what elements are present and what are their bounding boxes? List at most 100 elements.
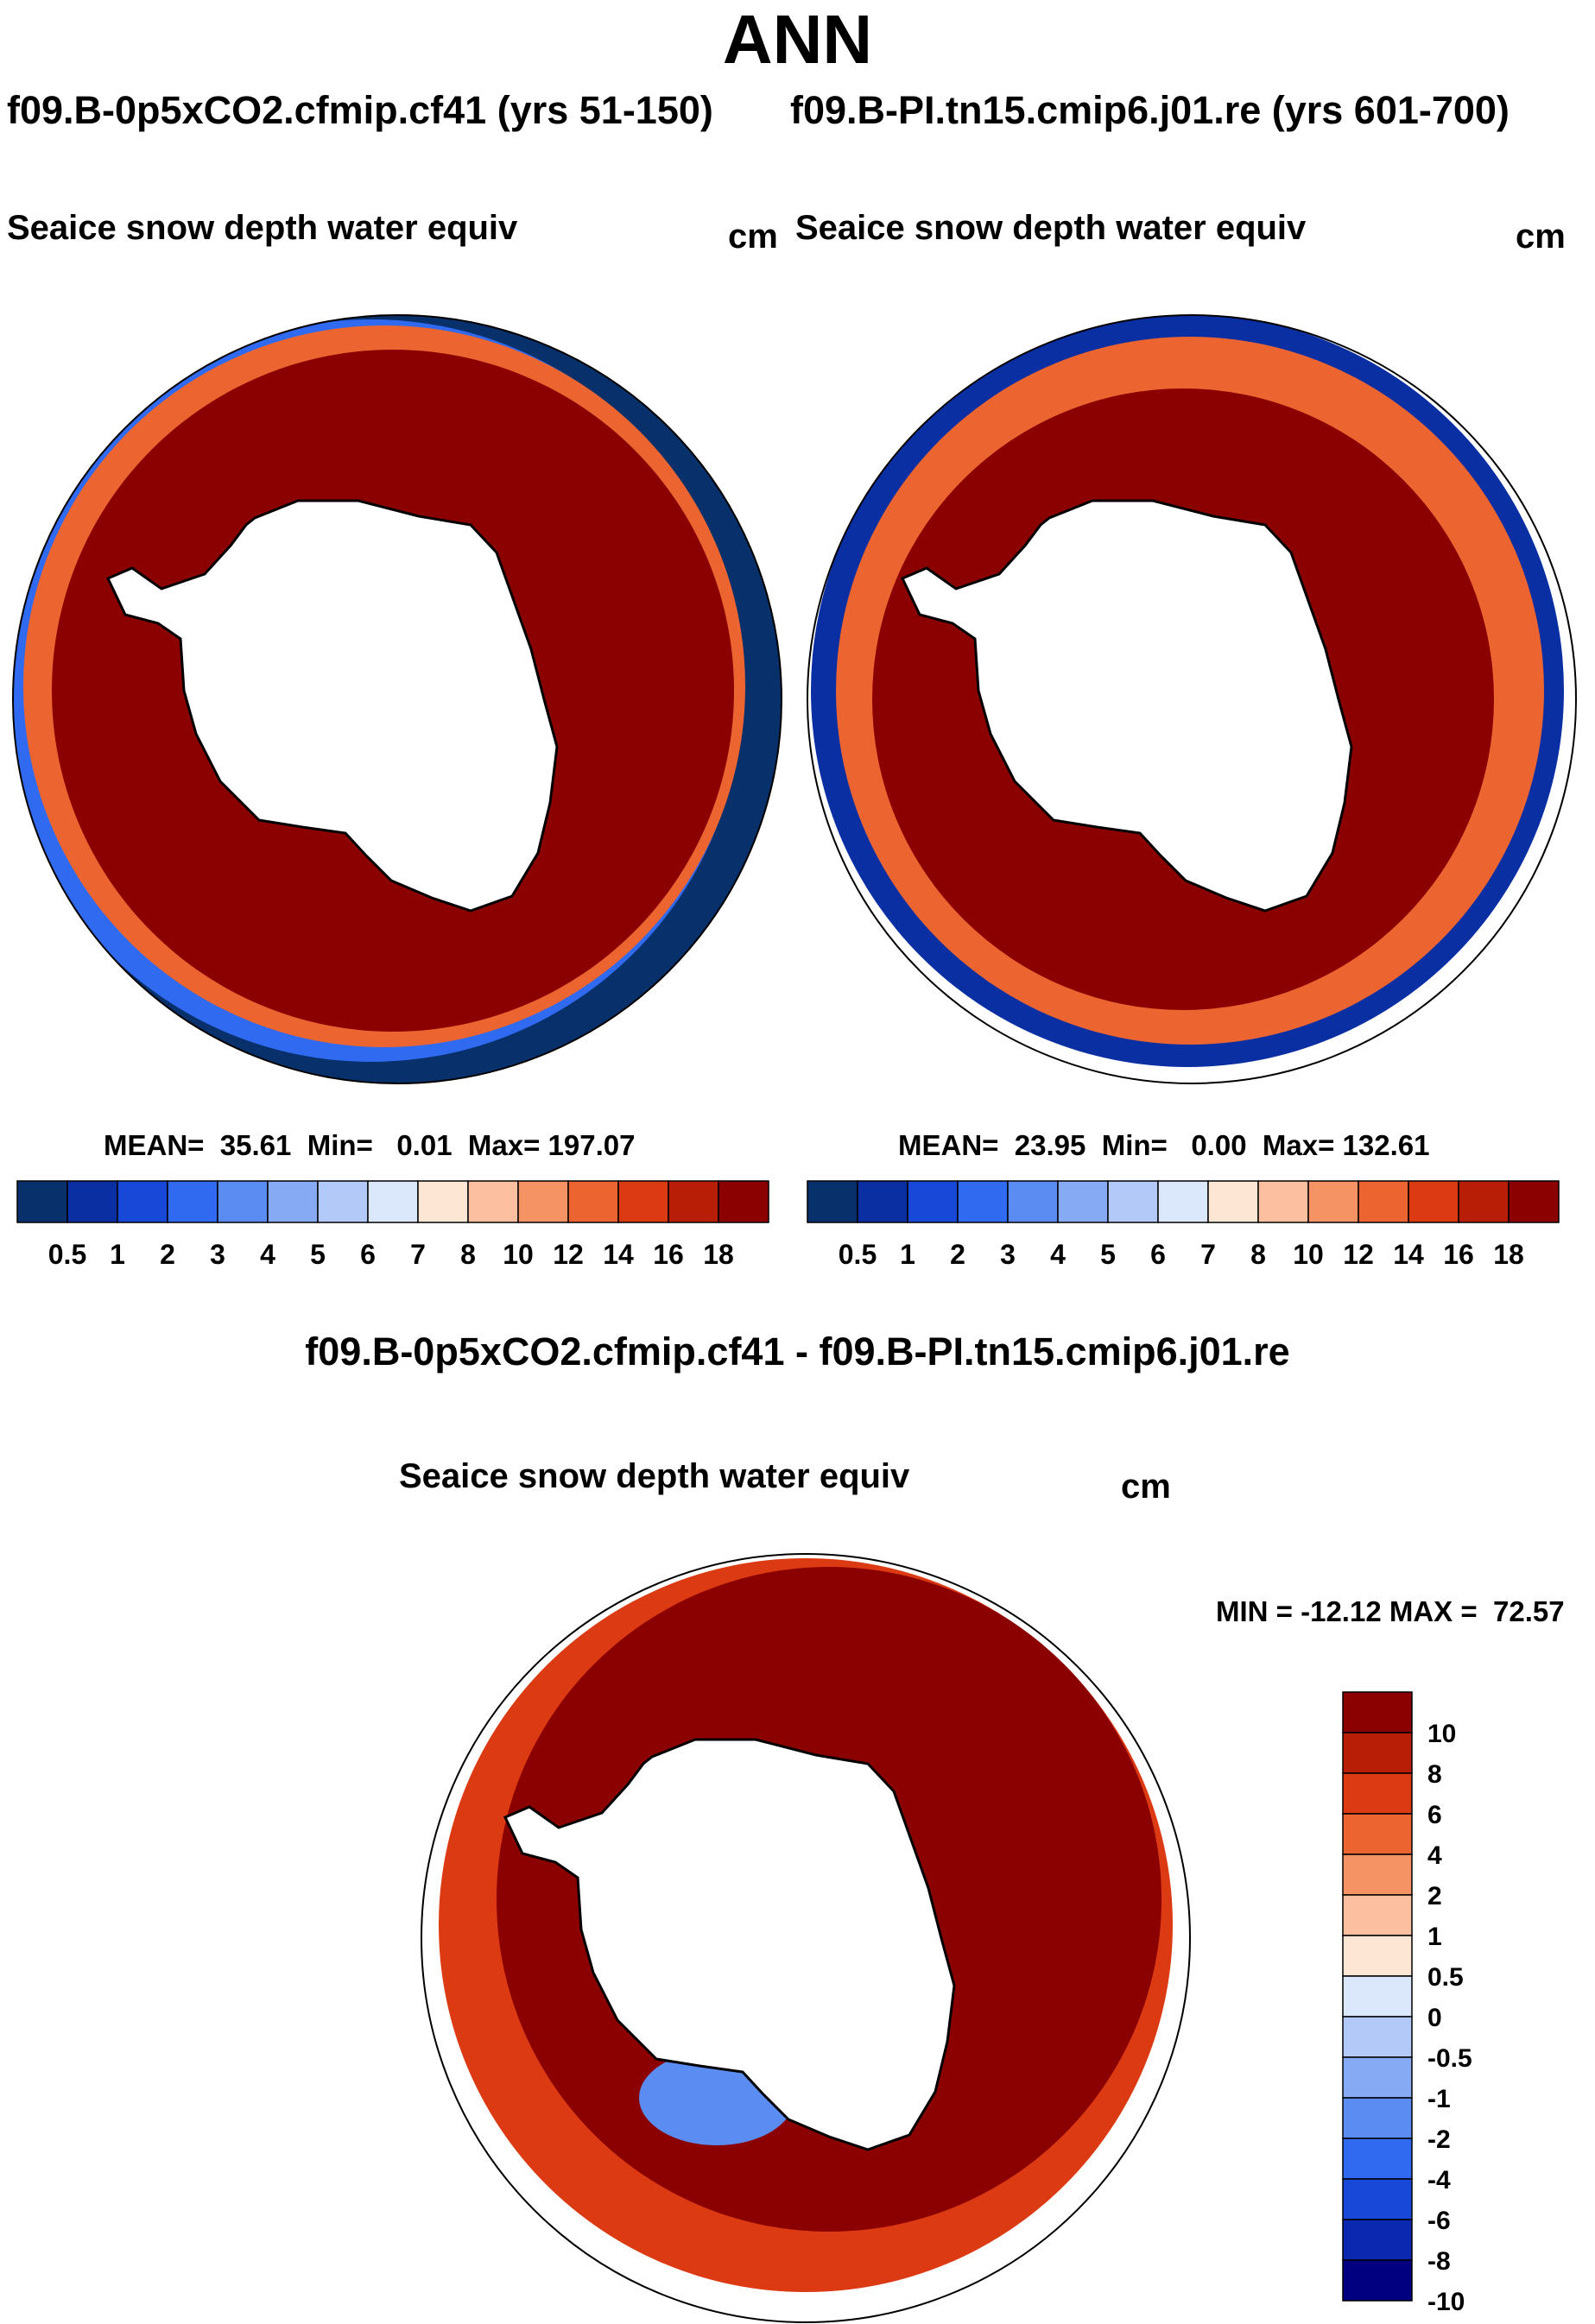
panel1-colorbar-tick-label: 12 xyxy=(553,1239,584,1270)
panel1-colorbar-swatch-14 xyxy=(718,1180,769,1223)
panel1-colorbar-swatch-10 xyxy=(517,1180,569,1223)
panel2-colorbar-swatch-11 xyxy=(1358,1180,1409,1223)
panel2-stats: MEAN= 23.95 Min= 0.00 Max= 132.61 xyxy=(898,1129,1429,1162)
panel2-colorbar-swatch-1 xyxy=(857,1180,908,1223)
panel1-stats: MEAN= 35.61 Min= 0.01 Max= 197.07 xyxy=(104,1129,635,1162)
panel1-min-label: Min= xyxy=(307,1129,373,1161)
panel2-colorbar-swatch-7 xyxy=(1157,1180,1209,1223)
panel1-colorbar-swatch-6 xyxy=(317,1180,369,1223)
panel3-colorbar-tick-label: 0.5 xyxy=(1427,1963,1464,1992)
panel3-colorbar-swatch-8 xyxy=(1342,2016,1413,2058)
difference-heading: f09.B-0p5xCO2.cfmip.cf41 - f09.B-PI.tn15… xyxy=(305,1329,1290,1374)
panel1-colorbar-swatch-9 xyxy=(467,1180,519,1223)
panel3-colorbar-tick-label: 10 xyxy=(1427,1720,1456,1748)
panel3-colorbar-tick-label: 4 xyxy=(1427,1841,1442,1870)
panel1-colorbar-swatch-0 xyxy=(16,1180,68,1223)
panel1-colorbar-swatch-2 xyxy=(117,1180,168,1223)
panel1-min-value: 0.01 xyxy=(396,1129,453,1161)
panel3-stats: MIN = -12.12 MAX = 72.57 xyxy=(1216,1595,1565,1628)
panel3-colorbar-swatch-14 xyxy=(1342,2259,1413,2302)
page-title: ANN xyxy=(722,1,873,78)
panel3-colorbar-tick-label: 1 xyxy=(1427,1923,1442,1951)
panel3-map xyxy=(421,1553,1191,2323)
panel1-colorbar-tick-label: 1 xyxy=(110,1239,125,1270)
panel1-colorbar-swatch-7 xyxy=(367,1180,419,1223)
panel2-colorbar-swatch-5 xyxy=(1057,1180,1109,1223)
panel3-min-value: -12.12 xyxy=(1301,1595,1382,1627)
panel2-colorbar-swatch-0 xyxy=(807,1180,858,1223)
case-a-heading: f09.B-0p5xCO2.cfmip.cf41 (yrs 51-150) xyxy=(7,88,713,132)
panel2-colorbar-tick-label: 14 xyxy=(1393,1239,1424,1270)
panel3-colorbar-swatch-0 xyxy=(1342,1691,1413,1734)
panel2-colorbar-swatch-13 xyxy=(1458,1180,1510,1223)
panel2-colorbar-tick-label: 4 xyxy=(1050,1239,1066,1270)
case-b-heading: f09.B-PI.tn15.cmip6.j01.re (yrs 601-700) xyxy=(790,88,1510,132)
panel2-units: cm xyxy=(1516,218,1566,256)
panel1-units: cm xyxy=(728,218,778,256)
panel3-colorbar-tick-label: -10 xyxy=(1427,2288,1465,2316)
panel2-mean-label: MEAN= xyxy=(898,1129,999,1161)
panel2-colorbar-swatch-10 xyxy=(1307,1180,1359,1223)
panel1-colorbar-tick-label: 2 xyxy=(160,1239,175,1270)
panel2-map xyxy=(807,314,1577,1084)
panel3-max-value: 72.57 xyxy=(1492,1595,1565,1627)
panel2-colorbar-swatch-14 xyxy=(1508,1180,1560,1223)
panel2-colorbar-swatch-9 xyxy=(1257,1180,1309,1223)
panel3-colorbar-swatch-11 xyxy=(1342,2138,1413,2180)
panel1-map-border xyxy=(12,314,782,1084)
panel2-mean-value: 23.95 xyxy=(1014,1129,1086,1161)
panel2-colorbar-swatch-12 xyxy=(1408,1180,1459,1223)
panel2-colorbar-swatch-4 xyxy=(1007,1180,1059,1223)
panel3-colorbar-swatch-7 xyxy=(1342,1975,1413,2018)
panel3-map-border xyxy=(421,1553,1191,2323)
panel2-min-value: 0.00 xyxy=(1191,1129,1247,1161)
panel3-colorbar: 10 8 6 4 2 1 0.5 0 -0.5 -1 -2 -4 -6 -8 -10 xyxy=(1342,1691,1472,2316)
panel1-title: Seaice snow depth water equiv xyxy=(7,209,518,247)
panel2-colorbar-swatch-3 xyxy=(957,1180,1009,1223)
panel2-colorbar-swatch-2 xyxy=(907,1180,959,1223)
panel1-colorbar-swatch-13 xyxy=(668,1180,719,1223)
panel3-title: Seaice snow depth water equiv xyxy=(399,1457,910,1495)
panel1-colorbar-swatch-3 xyxy=(167,1180,218,1223)
panel2-title: Seaice snow depth water equiv xyxy=(795,209,1307,247)
panel3-colorbar-tick-label: -2 xyxy=(1427,2125,1451,2154)
panel1-colorbar-swatch-12 xyxy=(617,1180,669,1223)
panel3-colorbar-swatch-12 xyxy=(1342,2178,1413,2220)
panel1-colorbar-tick-label: 3 xyxy=(210,1239,225,1270)
panel1-mean-value: 35.61 xyxy=(219,1129,292,1161)
panel1-colorbar-swatch-11 xyxy=(567,1180,619,1223)
panel2-max-value: 132.61 xyxy=(1342,1129,1430,1161)
panel2-colorbar-swatch-8 xyxy=(1207,1180,1259,1223)
panel2-colorbar-tick-label: 3 xyxy=(1000,1239,1016,1270)
panel3-colorbar-swatch-2 xyxy=(1342,1772,1413,1815)
panel3-colorbar-tick-label: -6 xyxy=(1427,2207,1451,2235)
panel1-mean-label: MEAN= xyxy=(104,1129,205,1161)
panel1-colorbar-tick-label: 14 xyxy=(603,1239,634,1270)
panel3-min-label: MIN = xyxy=(1216,1595,1293,1627)
panel2-colorbar: 0.5 1 2 3 4 5 6 7 8 10 12 14 16 18 xyxy=(807,1180,1560,1270)
panel3-units: cm xyxy=(1121,1468,1171,1506)
panel3-colorbar-swatch-4 xyxy=(1342,1854,1413,1896)
panel1-colorbar-tick-label: 8 xyxy=(460,1239,476,1270)
panel1-colorbar-tick-label: 18 xyxy=(703,1239,734,1270)
panel2-colorbar-tick-label: 12 xyxy=(1343,1239,1374,1270)
panel3-colorbar-tick-label: 2 xyxy=(1427,1882,1442,1910)
panel3-colorbar-tick-label: -0.5 xyxy=(1427,2044,1472,2073)
panel1-colorbar-tick-label: 7 xyxy=(410,1239,426,1270)
panel3-colorbar-swatch-1 xyxy=(1342,1732,1413,1774)
panel1-map xyxy=(12,314,782,1084)
panel3-colorbar-tick-label: 6 xyxy=(1427,1801,1442,1829)
panel2-max-label: Max= xyxy=(1262,1129,1335,1161)
panel1-colorbar-tick-label: 16 xyxy=(653,1239,684,1270)
panel1-colorbar: 0.5 1 2 3 4 5 6 7 8 10 12 14 16 18 xyxy=(16,1180,769,1270)
panel1-colorbar-swatch-4 xyxy=(217,1180,269,1223)
panel3-colorbar-tick-label: -1 xyxy=(1427,2085,1451,2113)
panel3-colorbar-tick-label: 8 xyxy=(1427,1760,1442,1789)
panel1-colorbar-tick-label: 6 xyxy=(360,1239,376,1270)
panel2-colorbar-tick-label: 1 xyxy=(900,1239,915,1270)
panel3-colorbar-swatch-13 xyxy=(1342,2219,1413,2261)
panel3-max-label: MAX = xyxy=(1389,1595,1478,1627)
panel3-colorbar-swatch-5 xyxy=(1342,1894,1413,1936)
panel2-colorbar-swatch-6 xyxy=(1107,1180,1159,1223)
